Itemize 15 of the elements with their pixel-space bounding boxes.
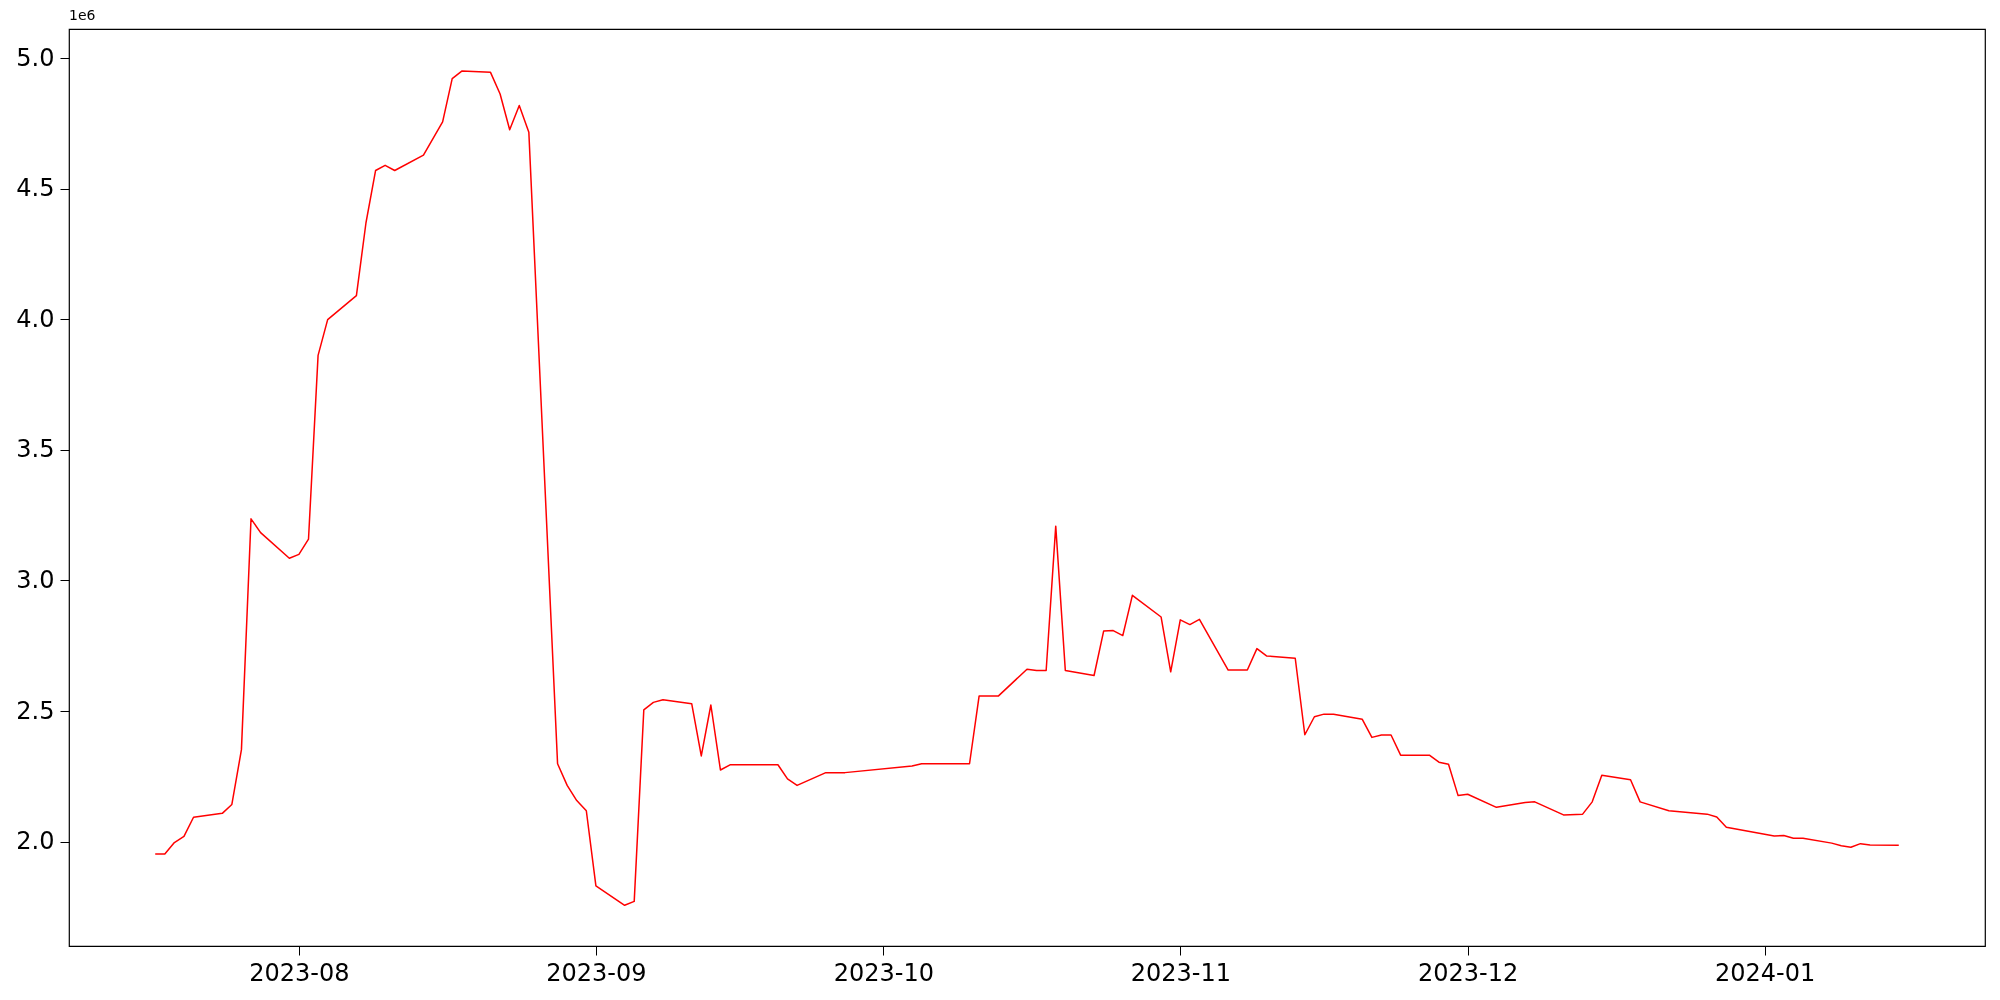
line-series	[154, 70, 1900, 907]
y-tick-label: 4.5	[16, 174, 55, 203]
y-tick-label: 4.0	[16, 304, 55, 333]
x-tick-label: 2023-09	[546, 958, 647, 987]
x-tick-label: 2023-08	[249, 958, 350, 987]
x-tick-label: 2023-11	[1130, 958, 1231, 987]
x-tick-label: 2023-10	[833, 958, 934, 987]
x-tick-label: 2023-12	[1418, 958, 1519, 987]
y-tick-label: 3.5	[16, 435, 55, 464]
y-tick-label: 5.0	[16, 43, 55, 72]
y-tick-label: 3.0	[16, 565, 55, 594]
text: 1e6	[69, 7, 96, 23]
x-tick-label: 2024-01	[1715, 958, 1816, 987]
y-tick-label: 2.0	[16, 827, 55, 856]
y-tick-label: 2.5	[16, 696, 55, 725]
